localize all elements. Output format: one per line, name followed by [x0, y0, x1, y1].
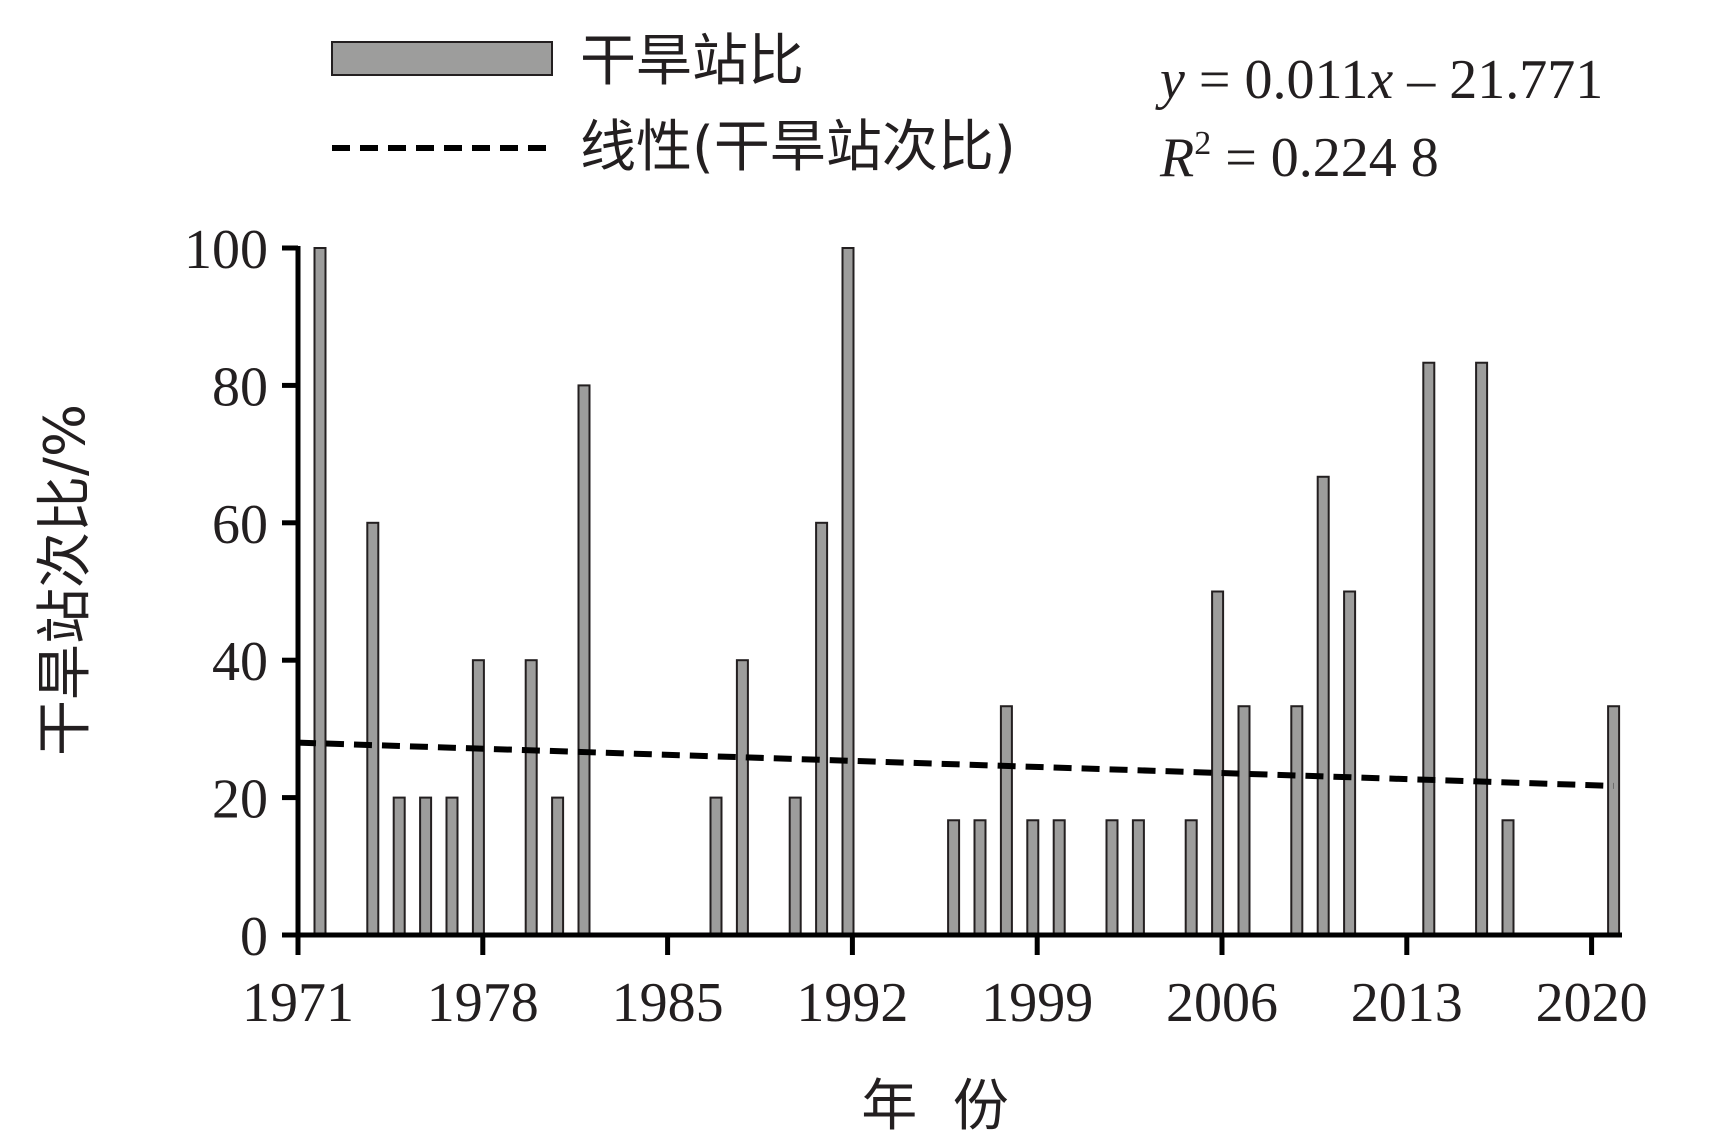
y-tick-label-100: 100 — [184, 219, 268, 281]
bar-1987 — [735, 659, 749, 936]
bar-2001 — [1105, 819, 1119, 936]
bar-1973 — [366, 521, 380, 936]
bar-1990 — [815, 521, 829, 936]
bar-1995 — [947, 819, 961, 936]
legend: 干旱站比 线性(干旱站次比) — [331, 29, 1016, 180]
bar-1971 — [313, 247, 327, 936]
equation-line-2: R2 = 0.224 8 — [1159, 125, 1439, 189]
bar-1981 — [577, 384, 591, 936]
bar-2015 — [1475, 361, 1489, 936]
y-axis-title: 干旱站次比/% — [33, 404, 98, 756]
bar-2002 — [1131, 819, 1145, 936]
legend-bar-label: 干旱站比 — [580, 29, 804, 94]
bar-1986 — [709, 796, 723, 936]
bar-1999 — [1052, 819, 1066, 936]
y-tick-label-0: 0 — [240, 906, 268, 968]
bar-2008 — [1290, 705, 1304, 936]
equation-line-1: y = 0.011x – 21.771 — [1155, 49, 1603, 111]
x-tick-label-2020: 2020 — [1536, 972, 1648, 1034]
bar-1997 — [999, 705, 1013, 936]
trend-line — [297, 739, 1614, 789]
bar-2006 — [1237, 705, 1251, 936]
trend-line-group — [297, 739, 1614, 789]
bar-2009 — [1316, 475, 1330, 936]
y-tick-label-40: 40 — [212, 631, 268, 693]
bar-1979 — [524, 659, 538, 936]
bar-2004 — [1184, 819, 1198, 936]
bar-1976 — [445, 796, 459, 936]
y-tick-label-60: 60 — [212, 494, 268, 556]
legend-bar-swatch — [331, 41, 553, 76]
legend-trend-label: 线性(干旱站次比) — [580, 115, 1016, 180]
axes — [295, 246, 1622, 938]
x-tick-label-1992: 1992 — [796, 972, 908, 1034]
bar-2016 — [1501, 819, 1515, 936]
x-tick-label-1999: 1999 — [981, 972, 1093, 1034]
bar-1975 — [419, 796, 433, 936]
y-tick-label-20: 20 — [212, 769, 268, 831]
x-tick-label-2013: 2013 — [1351, 972, 1463, 1034]
regression-equation: y = 0.011x – 21.771 R2 = 0.224 8 — [1155, 49, 1603, 189]
bars — [313, 247, 1621, 936]
bar-1974 — [392, 796, 406, 936]
x-tick-label-1985: 1985 — [612, 972, 724, 1034]
bar-1996 — [973, 819, 987, 936]
x-tick-label-1978: 1978 — [427, 972, 539, 1034]
x-axis-title: 年 份 — [861, 1074, 1009, 1139]
x-axis-ticks: 1971 1978 1985 1992 1999 2006 2013 2020 — [242, 935, 1648, 1034]
x-tick-label-2006: 2006 — [1166, 972, 1278, 1034]
bar-2005 — [1211, 590, 1225, 936]
y-axis-ticks: 0 20 40 60 80 100 — [184, 219, 298, 968]
y-tick-label-80: 80 — [212, 356, 268, 418]
bar-1991 — [841, 247, 855, 936]
bar-1989 — [788, 796, 802, 936]
bar-2013 — [1422, 361, 1436, 936]
bar-2020 — [1607, 705, 1621, 936]
x-tick-label-1971: 1971 — [242, 972, 354, 1034]
bar-1998 — [1026, 819, 1040, 936]
bar-1980 — [551, 796, 565, 936]
bar-1977 — [471, 659, 485, 936]
bar-2010 — [1343, 590, 1357, 936]
